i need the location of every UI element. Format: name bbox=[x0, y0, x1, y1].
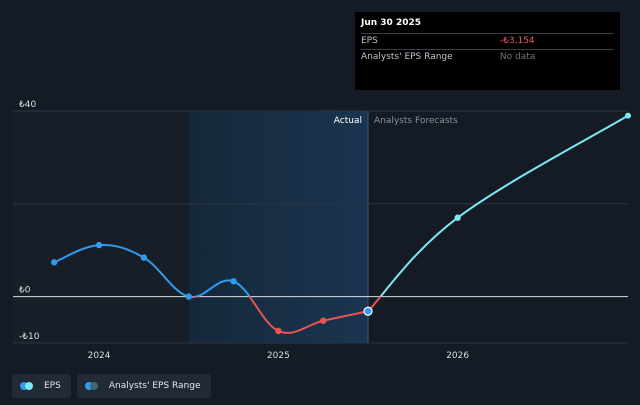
tooltip-eps-label: EPS bbox=[361, 36, 378, 46]
eps-data-point bbox=[230, 278, 237, 285]
y-tick-label: ₺40 bbox=[19, 100, 36, 110]
eps-data-point bbox=[185, 293, 192, 300]
tooltip-row-range: Analysts' EPS Range No data bbox=[361, 49, 614, 65]
y-tick-label: ₺0 bbox=[19, 286, 31, 296]
legend-dot-range-a bbox=[84, 382, 93, 390]
eps-data-point bbox=[95, 241, 103, 249]
legend-dot-range-b bbox=[89, 382, 98, 390]
tooltip-eps-value: -₺3.154 bbox=[499, 36, 535, 46]
eps-data-point bbox=[51, 259, 58, 266]
actual-region-label: Actual bbox=[334, 116, 362, 126]
legend-dot-actual bbox=[20, 382, 28, 390]
eps-line-1-negative bbox=[367, 296, 382, 312]
tooltip-row-eps: EPS -₺3.154 bbox=[361, 33, 614, 49]
tooltip-range-value: No data bbox=[499, 52, 536, 62]
legend: EPS Analysts' EPS Range bbox=[12, 374, 211, 398]
eps-line-1-positive bbox=[379, 114, 629, 297]
y-tick-label: -₺10 bbox=[19, 332, 40, 342]
eps-data-point bbox=[275, 327, 282, 335]
legend-label-eps-range: Analysts' EPS Range bbox=[108, 381, 201, 391]
x-tick-label: 2024 bbox=[88, 351, 111, 361]
eps-legend-icon bbox=[20, 382, 36, 390]
eps-line-0-positive bbox=[53, 244, 251, 297]
eps-data-point bbox=[454, 214, 461, 221]
x-tick-label: 2025 bbox=[267, 351, 290, 361]
x-tick-label: 2026 bbox=[446, 351, 469, 361]
eps-forecast-end-point bbox=[625, 112, 631, 119]
highlighted-data-point bbox=[363, 306, 373, 316]
forecast-region-label: Analysts Forecasts bbox=[374, 116, 458, 126]
legend-dot-forecast bbox=[25, 382, 33, 390]
legend-item-eps[interactable]: EPS bbox=[12, 374, 71, 398]
eps-line-0-negative bbox=[186, 296, 369, 334]
tooltip-range-label: Analysts' EPS Range bbox=[361, 52, 453, 62]
tooltip: Jun 30 2025 EPS -₺3.154 Analysts' EPS Ra… bbox=[355, 12, 620, 90]
eps-data-point bbox=[140, 254, 148, 261]
legend-label-eps: EPS bbox=[44, 381, 61, 391]
past-region bbox=[13, 111, 189, 343]
tooltip-title: Jun 30 2025 bbox=[361, 18, 422, 28]
eps-range-legend-icon bbox=[84, 382, 101, 390]
actual-shaded-region bbox=[188, 111, 369, 343]
eps-data-point bbox=[319, 317, 327, 324]
legend-item-eps-range[interactable]: Analysts' EPS Range bbox=[76, 374, 211, 398]
